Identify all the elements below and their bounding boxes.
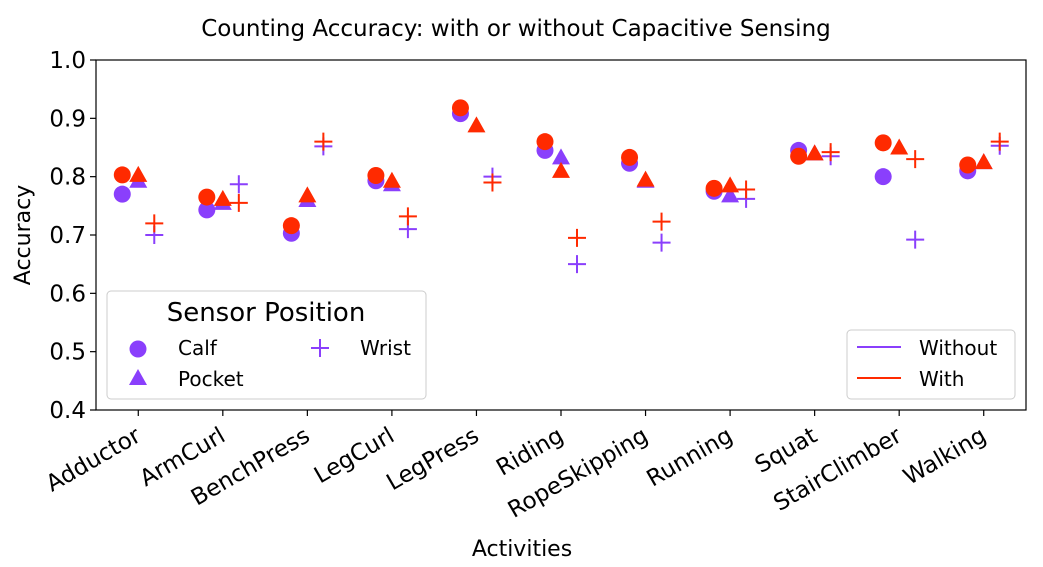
calf-with-point [113, 166, 131, 184]
legend-wrist-label: Wrist [360, 336, 411, 360]
wrist-with-point [483, 173, 502, 192]
wrist-without-point [229, 175, 248, 194]
x-axis: AdductorArmCurlBenchPressLegCurlLegPress… [42, 410, 991, 524]
pocket-without-point [721, 186, 740, 203]
pocket-with-point [974, 153, 993, 170]
y-tick-label: 0.4 [49, 398, 86, 424]
pocket-without-point [552, 148, 570, 165]
wrist-with-point [906, 150, 925, 169]
calf-without-point [874, 168, 892, 186]
pocket-with-point [213, 189, 232, 206]
legend-condition: Without With [846, 329, 1016, 400]
calf-without-point [198, 201, 216, 219]
wrist-with-point [737, 180, 756, 199]
wrist-with-point [990, 132, 1009, 151]
calf-with-point [536, 133, 554, 151]
x-tick-label: LegPress [382, 423, 483, 496]
calf-with-point [198, 188, 216, 206]
y-tick-label: 0.8 [49, 165, 86, 191]
y-axis-label: Accuracy [11, 185, 36, 285]
pocket-with-point [890, 138, 909, 155]
y-tick-label: 0.7 [49, 223, 86, 249]
calf-without-point [113, 185, 131, 203]
wrist-with-point [821, 143, 840, 162]
calf-with-point [451, 99, 469, 117]
legend-wrist-marker [311, 339, 329, 357]
pocket-with-point [467, 116, 486, 133]
calf-with-point [959, 156, 977, 174]
y-axis: 0.4 0.5 0.6 0.7 0.8 0.9 1.0 [49, 48, 96, 424]
legend-without-label: Without [919, 336, 997, 360]
pocket-with-point [129, 165, 148, 182]
legend-calf-marker [129, 340, 147, 358]
legend-pocket-marker [129, 369, 147, 385]
y-tick-label: 0.6 [49, 281, 86, 307]
legend-pocket-label: Pocket [178, 367, 244, 391]
legend-with-label: With [919, 367, 964, 391]
wrist-without-point [906, 230, 925, 249]
x-tick-label: RopeSkipping [504, 423, 653, 524]
calf-with-point [705, 179, 723, 197]
pocket-with-point [552, 161, 570, 178]
legend-position-frame [106, 290, 427, 400]
data-markers [113, 99, 1009, 274]
calf-with-point [367, 167, 385, 184]
x-tick-label: Running [642, 423, 737, 493]
pocket-with-point [721, 176, 740, 193]
y-tick-label: 0.5 [49, 340, 86, 366]
wrist-without-point [568, 255, 586, 274]
y-tick-label: 0.9 [49, 106, 86, 132]
legend-calf-label: Calf [178, 336, 218, 360]
x-tick-label: Walking [899, 423, 991, 491]
pocket-with-point [298, 186, 317, 203]
calf-with-point [790, 147, 808, 165]
wrist-without-point [652, 233, 671, 252]
wrist-with-point [229, 193, 248, 212]
pocket-with-point [636, 170, 655, 187]
wrist-with-point [145, 214, 164, 233]
pocket-with-point [805, 144, 824, 161]
wrist-with-point [314, 132, 333, 151]
wrist-with-point [652, 212, 671, 231]
x-axis-label: Activities [472, 537, 572, 562]
calf-with-point [282, 217, 300, 235]
calf-with-point [621, 148, 639, 166]
wrist-with-point [398, 207, 417, 226]
legend-position-title: Sensor Position [167, 298, 366, 328]
chart-title: Counting Accuracy: with or without Capac… [201, 16, 831, 42]
calf-with-point [874, 134, 892, 152]
pocket-with-point [382, 171, 401, 188]
wrist-with-point [568, 228, 586, 247]
legend-position: Sensor Position Calf Pocket Wrist [106, 290, 427, 400]
y-tick-label: 1.0 [49, 48, 86, 74]
x-tick-label: Adductor [42, 422, 146, 497]
